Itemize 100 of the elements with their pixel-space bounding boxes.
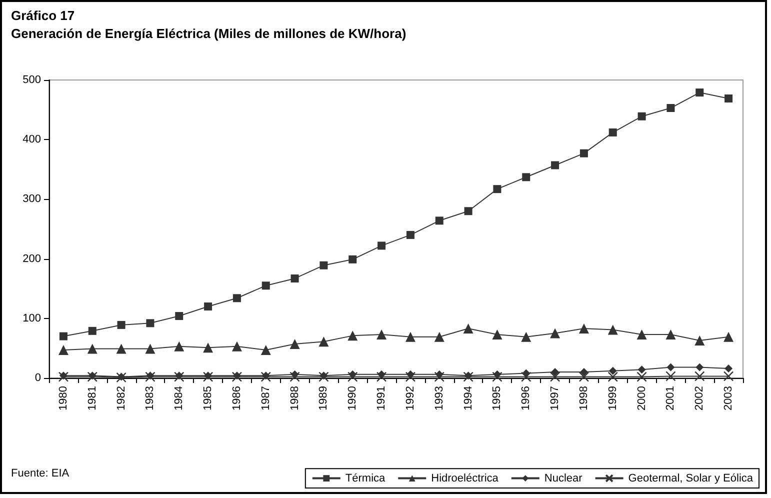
point	[666, 329, 676, 340]
point	[493, 185, 502, 194]
x-tick-label: 2000	[636, 386, 648, 410]
source-note: Fuente: EIA	[11, 468, 70, 480]
point	[694, 335, 705, 346]
x-tick-label: 1999	[606, 386, 619, 410]
point	[405, 332, 416, 342]
point	[723, 371, 734, 382]
chart-subtitle: Generación de Energía Eléctrica (Miles de millones de KW/hora)	[11, 26, 406, 41]
point	[318, 336, 329, 347]
chart-title: Gráfico 17	[11, 8, 75, 23]
x-tick-label: 1981	[86, 386, 98, 410]
x-tick-label: 1988	[288, 386, 301, 410]
point	[204, 302, 212, 310]
point	[117, 320, 126, 329]
y-tick-label: 400	[22, 134, 41, 146]
point	[521, 372, 532, 382]
x-tick-label: 1992	[404, 386, 416, 410]
point	[174, 341, 184, 352]
point	[260, 344, 271, 355]
point	[175, 312, 184, 320]
point	[492, 372, 502, 382]
point	[320, 261, 328, 270]
x-tick-label: 1984	[173, 386, 186, 410]
point	[145, 344, 156, 354]
point	[232, 341, 242, 352]
x-tick-label: 1993	[433, 386, 446, 410]
legend-label: Nuclear	[544, 472, 583, 484]
x-tick-label: 1980	[57, 386, 70, 410]
point	[694, 371, 705, 382]
point	[146, 319, 154, 328]
point	[578, 324, 589, 334]
point	[232, 294, 241, 302]
x-tick-label: 1994	[462, 386, 474, 410]
x-tick-label: 1985	[202, 386, 214, 410]
point	[580, 368, 588, 376]
x-tick-label: 2001	[664, 386, 677, 410]
point	[550, 372, 560, 382]
point	[376, 329, 387, 340]
point	[290, 274, 299, 282]
point	[608, 128, 617, 136]
point	[551, 161, 560, 170]
point	[58, 344, 68, 355]
x-tick-label: 2003	[722, 386, 735, 410]
point	[405, 372, 416, 382]
point	[724, 364, 733, 372]
point	[406, 230, 414, 239]
x-tick-label: 1995	[491, 386, 504, 410]
point	[376, 372, 387, 382]
point	[550, 328, 560, 338]
x-tick-label: 1983	[144, 386, 156, 410]
x-tick-label: 1990	[346, 386, 359, 410]
point	[696, 88, 704, 97]
point	[348, 372, 358, 382]
point	[434, 332, 444, 342]
point	[262, 282, 270, 290]
legend-label: Térmica	[345, 472, 386, 484]
point	[608, 372, 618, 382]
point	[551, 368, 560, 376]
point	[378, 242, 386, 250]
point	[608, 366, 617, 375]
point	[59, 332, 68, 340]
y-tick-label: 500	[22, 74, 41, 86]
x-tick-label: 1989	[318, 386, 330, 410]
point	[580, 149, 588, 158]
point	[578, 372, 590, 382]
point	[348, 330, 358, 341]
point	[88, 326, 96, 335]
point	[608, 324, 618, 335]
y-tick-label: 100	[22, 312, 41, 324]
point	[492, 329, 502, 340]
x-tick-label: 1982	[115, 386, 128, 410]
point	[348, 255, 357, 264]
point	[464, 207, 472, 216]
x-tick-label: 2002	[694, 386, 706, 410]
point	[638, 112, 646, 120]
point	[290, 339, 300, 350]
point	[636, 372, 647, 382]
y-tick-label: 200	[22, 252, 41, 265]
legend-label: Hidroeléctrica	[431, 472, 500, 484]
point	[636, 329, 647, 340]
legend-label: Geotermal, Solar y Eólica	[628, 472, 754, 484]
point	[724, 94, 733, 102]
point	[116, 344, 126, 354]
point	[434, 372, 444, 382]
y-tick-label: 300	[22, 193, 41, 206]
point	[203, 342, 214, 353]
point	[522, 173, 530, 182]
point	[521, 332, 532, 342]
x-tick-label: 1987	[260, 386, 272, 410]
point	[666, 371, 676, 382]
point	[666, 104, 675, 112]
x-tick-label: 1997	[549, 386, 562, 410]
point	[724, 332, 734, 342]
x-tick-label: 1986	[230, 386, 243, 410]
point	[290, 372, 300, 382]
point	[435, 216, 444, 225]
x-tick-label: 1991	[376, 386, 388, 410]
x-tick-label: 1998	[578, 386, 590, 410]
x-tick-label: 1996	[520, 386, 532, 410]
